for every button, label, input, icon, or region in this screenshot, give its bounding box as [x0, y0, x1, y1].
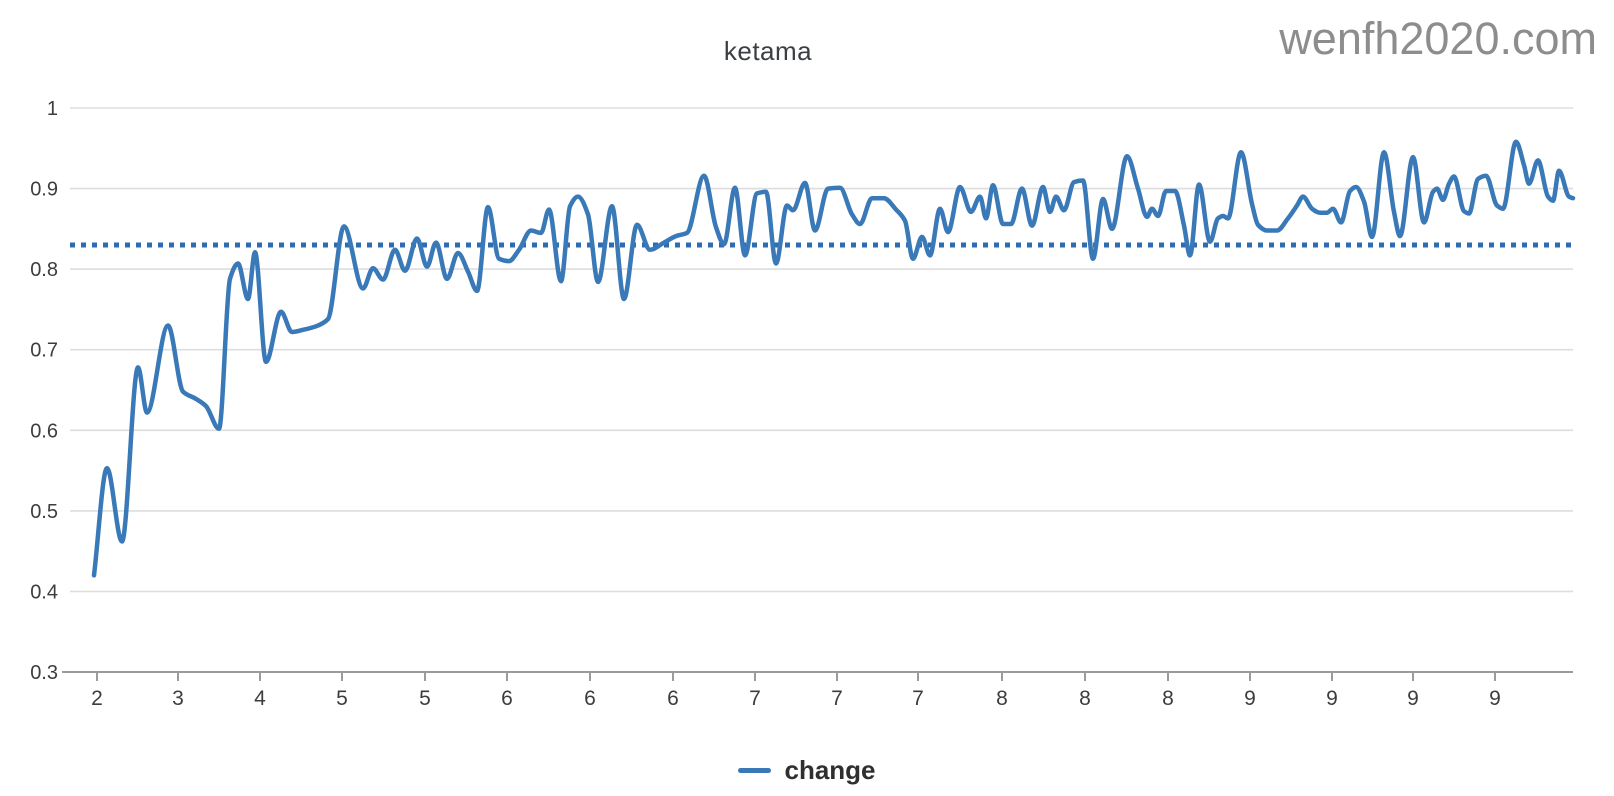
svg-text:9: 9 [1244, 687, 1256, 710]
svg-text:5: 5 [336, 687, 348, 710]
svg-text:2: 2 [91, 687, 103, 710]
svg-text:0.6: 0.6 [30, 420, 58, 442]
svg-text:5: 5 [419, 687, 431, 710]
svg-text:8: 8 [996, 687, 1008, 710]
svg-text:7: 7 [831, 687, 843, 710]
svg-text:8: 8 [1162, 687, 1174, 710]
series-line-change [91, 139, 1576, 578]
svg-text:0.3: 0.3 [30, 662, 58, 684]
svg-text:3: 3 [172, 687, 184, 710]
svg-text:9: 9 [1407, 687, 1419, 710]
x-axis: 2 3 4 5 5 6 6 6 7 7 7 8 8 8 9 9 9 9 [62, 671, 1573, 710]
svg-text:9: 9 [1326, 687, 1338, 710]
legend-line-marker [738, 767, 772, 773]
svg-text:8: 8 [1079, 687, 1091, 710]
svg-text:9: 9 [1489, 687, 1501, 710]
svg-text:4: 4 [254, 687, 266, 710]
svg-text:7: 7 [912, 687, 924, 710]
svg-text:0.5: 0.5 [30, 501, 58, 523]
svg-text:6: 6 [584, 687, 596, 710]
svg-text:6: 6 [667, 687, 679, 710]
svg-text:0.9: 0.9 [30, 179, 58, 201]
svg-text:0.7: 0.7 [30, 340, 58, 362]
watermark: wenfh2020.com [1279, 13, 1597, 64]
chart-title: ketama [723, 36, 813, 66]
svg-text:0.4: 0.4 [30, 581, 58, 603]
svg-text:1: 1 [47, 98, 58, 120]
svg-text:6: 6 [501, 687, 513, 710]
y-axis-labels: 1 0.9 0.8 0.7 0.6 0.5 0.4 0.3 [30, 98, 58, 684]
legend-item-change[interactable]: change [0, 753, 1614, 787]
legend-label: change [784, 754, 876, 785]
svg-text:7: 7 [749, 687, 761, 710]
svg-text:0.8: 0.8 [30, 259, 58, 281]
